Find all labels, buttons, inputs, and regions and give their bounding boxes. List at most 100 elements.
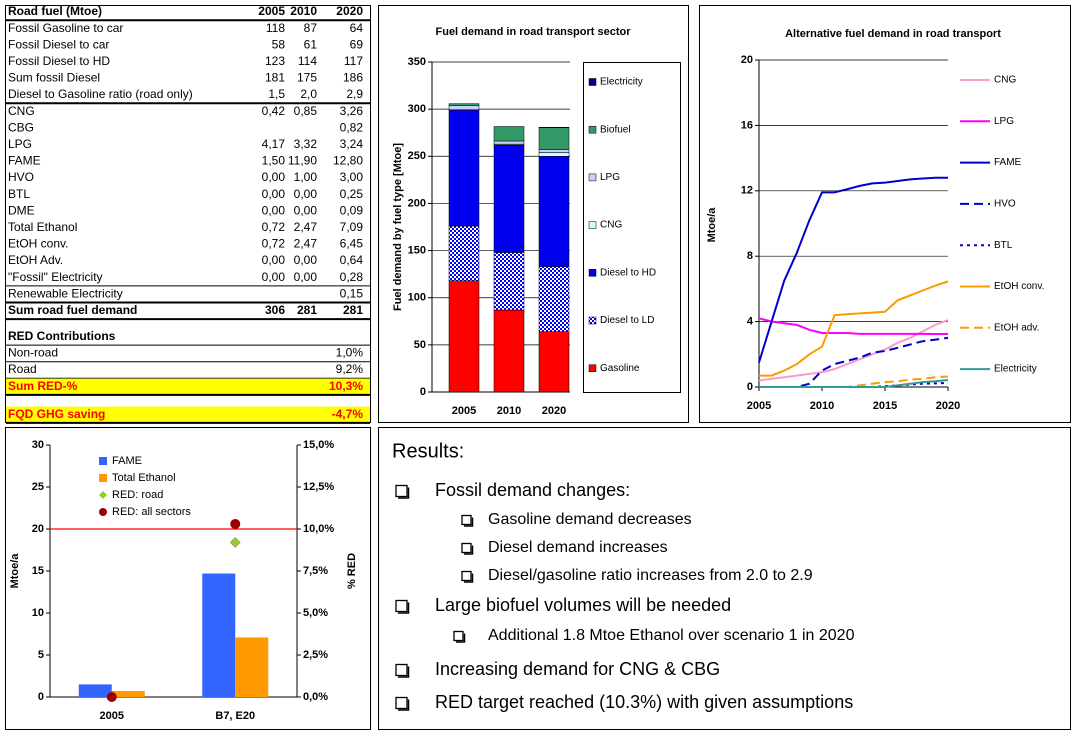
series-line — [759, 379, 949, 388]
cell-value: 61 — [304, 37, 318, 51]
cell-value: 87 — [304, 21, 318, 35]
cell-value: 1,00 — [294, 170, 318, 184]
cell-value: 118 — [266, 21, 285, 35]
cell-value: 181 — [265, 71, 285, 85]
cell-value: 9,2% — [336, 362, 364, 376]
bar-segment — [448, 103, 480, 106]
bar-segment — [493, 252, 525, 311]
bullet — [395, 696, 408, 710]
cell-value: 1,5 — [268, 87, 285, 101]
cell-value: 0,15 — [340, 286, 364, 300]
legend-label: LPG — [994, 116, 1014, 127]
series-line — [758, 176, 948, 363]
x-tick-label: 2015 — [873, 400, 897, 412]
row-highlight — [6, 406, 370, 423]
cell-value: 11,90 — [288, 154, 317, 168]
y-axis-label: Mtoe/a — [9, 553, 21, 589]
y-axis-label: Mtoe/a — [706, 207, 718, 243]
y2-tick-label: 10,0% — [303, 523, 334, 535]
bar-segment — [493, 140, 525, 145]
cell-value: 0,00 — [294, 187, 318, 201]
y-tick-label: 0 — [38, 691, 44, 703]
cell-value: 0,00 — [262, 170, 286, 184]
row-label: "Fossil" Electricity — [8, 270, 103, 284]
bullet — [395, 663, 408, 677]
y-tick-label: 5 — [38, 649, 44, 661]
row-label: EtOH conv. — [8, 237, 68, 251]
bullet-shadow — [398, 487, 410, 499]
legend-swatch — [588, 316, 597, 325]
y-tick-label: 50 — [414, 339, 426, 351]
bullet-shadow — [464, 517, 474, 527]
cell-value: 0,00 — [262, 203, 286, 217]
cell-value: 10,3% — [329, 379, 363, 393]
y-tick-label: 20 — [32, 523, 44, 535]
cell-value: 123 — [265, 54, 285, 68]
legend-label: CNG — [600, 220, 622, 231]
y-tick-label: 12 — [741, 185, 753, 197]
chart-title: Fuel demand in road transport sector — [436, 26, 632, 38]
bar-segment — [448, 109, 480, 227]
cell-value: 0,28 — [340, 270, 364, 284]
row-label: Road — [8, 362, 37, 376]
cell-value: 0,85 — [294, 104, 318, 118]
cell-value: 0,00 — [294, 270, 318, 284]
row-label: Total Ethanol — [8, 220, 77, 234]
cell-value: -4,7% — [332, 407, 364, 421]
row-label: Fossil Diesel to HD — [8, 54, 110, 68]
cell-value: 0,00 — [262, 270, 286, 284]
x-tick-label: 2010 — [497, 405, 521, 417]
row-label: BTL — [8, 187, 30, 201]
cell-value: 2,9 — [346, 87, 363, 101]
cell-value: 0,64 — [340, 253, 364, 267]
row-label: LPG — [8, 137, 32, 151]
y-tick-label: 4 — [747, 316, 754, 328]
series-line — [759, 280, 949, 377]
bullet-shadow — [464, 573, 474, 583]
cell-value: 0,72 — [262, 237, 286, 251]
cell-value: 3,24 — [340, 137, 364, 151]
y2-tick-label: 5,0% — [303, 607, 328, 619]
row-label: Renewable Electricity — [8, 286, 123, 300]
legend-swatch — [99, 508, 107, 516]
y-tick-label: 0 — [420, 386, 426, 398]
y-tick-label: 0 — [747, 381, 753, 393]
bar — [235, 637, 269, 697]
cell-value: 117 — [344, 54, 363, 68]
cell-value: 2020 — [336, 4, 363, 18]
legend-label: Total Ethanol — [112, 472, 176, 484]
x-tick-label: 2010 — [810, 400, 834, 412]
bullet — [461, 542, 472, 554]
results-title: Results: — [392, 440, 464, 462]
legend-frame — [583, 62, 681, 393]
bar-segment — [448, 225, 480, 281]
bullet — [395, 599, 408, 613]
legend-swatch — [588, 78, 597, 86]
y2-tick-label: 0,0% — [303, 691, 328, 703]
cell-value: 0,09 — [340, 203, 364, 217]
legend-swatch — [99, 474, 107, 482]
cell-value: 0,25 — [340, 187, 364, 201]
y-tick-label: 350 — [408, 56, 426, 68]
y-tick-label: 150 — [408, 244, 426, 256]
row-label: Road fuel (Mtoe) — [8, 4, 102, 18]
row-label: HVO — [8, 170, 34, 184]
legend-label: EtOH adv. — [994, 322, 1039, 333]
legend-swatch — [588, 269, 597, 277]
row-label: Non-road — [8, 346, 58, 360]
cell-value: 0,82 — [340, 120, 364, 134]
bar-segment — [448, 280, 480, 393]
bullet-shadow — [398, 602, 410, 614]
bullet-shadow — [456, 633, 466, 643]
marker — [230, 518, 241, 529]
y-tick-label: 16 — [741, 119, 753, 131]
row-label: Fossil Diesel to car — [8, 37, 109, 51]
bullet — [395, 484, 408, 498]
row-label: RED Contributions — [8, 329, 116, 343]
legend-swatch — [588, 173, 597, 182]
y-tick-label: 300 — [408, 103, 426, 115]
y-tick-label: 15 — [32, 565, 44, 577]
y-tick-label: 200 — [408, 197, 426, 209]
